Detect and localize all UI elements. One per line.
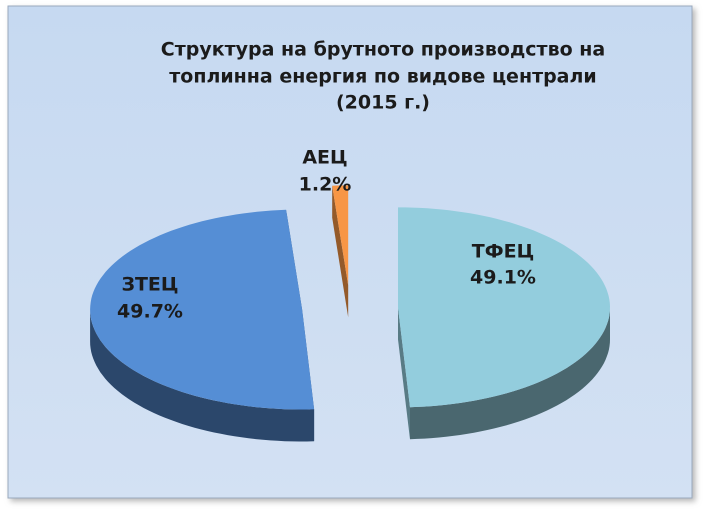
slice — [398, 207, 610, 408]
chart-title: топлинна енергия по видове централи — [169, 66, 596, 88]
slice-side — [90, 309, 315, 442]
chart-title: (2015 г.) — [336, 92, 430, 114]
slice-label: ЗТЕЦ — [121, 274, 178, 296]
chart-title: Структура на брутното производство на — [161, 39, 605, 61]
value-label: 49.1% — [470, 267, 536, 289]
slice-label: ТФЕЦ — [472, 241, 534, 263]
chart-area — [7, 5, 693, 499]
slice — [332, 185, 349, 286]
slice-label: АЕЦ — [302, 147, 347, 169]
value-label: 1.2% — [299, 174, 352, 196]
slice-cut — [332, 185, 349, 318]
slice-side — [410, 307, 610, 440]
value-label: 49.7% — [117, 301, 183, 323]
slice-cut — [398, 307, 410, 440]
slice — [90, 209, 315, 410]
